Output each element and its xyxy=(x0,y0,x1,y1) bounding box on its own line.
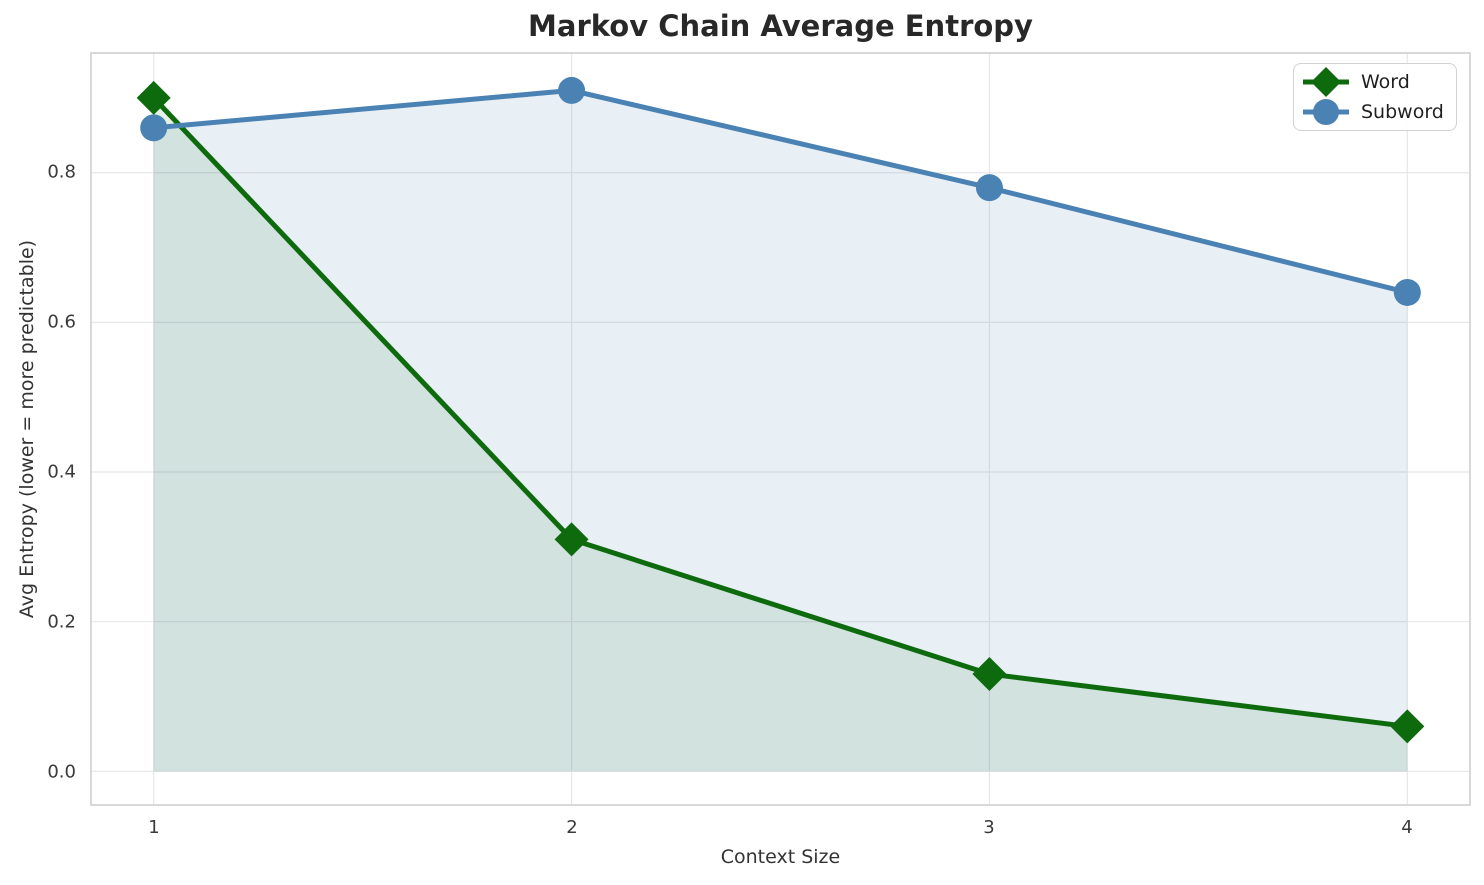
legend-label-subword: Subword xyxy=(1361,100,1444,123)
y-axis-label: Avg Entropy (lower = more predictable) xyxy=(16,239,38,619)
marker-diamond-word xyxy=(972,657,1007,692)
x-tick-3: 3 xyxy=(983,817,995,838)
legend-item-subword: Subword xyxy=(1300,97,1448,127)
x-tick-1: 1 xyxy=(148,817,160,838)
word-diamond-marker-icon xyxy=(1303,67,1349,97)
marker-diamond-word xyxy=(1390,709,1425,744)
subword-circle-marker-icon xyxy=(1303,99,1349,125)
x-tick-2: 2 xyxy=(566,817,578,838)
marker-circle-subword xyxy=(1393,278,1421,306)
y-tick-0.2: 0.2 xyxy=(47,611,76,633)
line-subword xyxy=(151,87,1410,295)
y-tick-0.8: 0.8 xyxy=(47,161,76,183)
area-fill-subword xyxy=(153,90,1408,772)
line-word xyxy=(151,95,1410,729)
plot-border xyxy=(90,52,1471,806)
legend-item-word: Word xyxy=(1300,67,1448,97)
y-tick-0.4: 0.4 xyxy=(47,461,76,483)
area-fill-word xyxy=(153,97,1408,772)
marker-circle-subword xyxy=(140,114,168,142)
marker-circle-subword xyxy=(558,76,586,104)
marker-diamond-word xyxy=(136,80,171,115)
legend-label-word: Word xyxy=(1361,70,1410,93)
chart-title: Markov Chain Average Entropy xyxy=(528,9,1033,43)
x-axis-label: Context Size xyxy=(720,846,841,868)
y-tick-0.6: 0.6 xyxy=(47,311,76,333)
x-tick-4: 4 xyxy=(1401,817,1413,838)
legend: Word Subword xyxy=(1293,63,1457,131)
y-tick-0.0: 0.0 xyxy=(47,761,76,783)
marker-circle-subword xyxy=(975,174,1003,202)
marker-diamond-word xyxy=(554,522,589,557)
